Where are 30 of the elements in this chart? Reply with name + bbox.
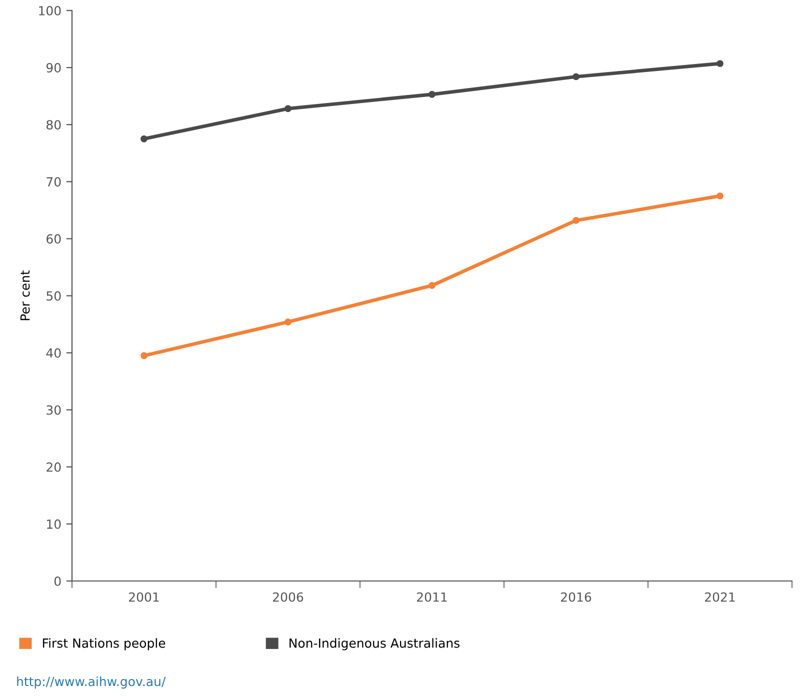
point	[428, 90, 436, 98]
legend-label: Non-Indigenous Australians	[290, 638, 460, 650]
point	[284, 105, 292, 112]
x-tick-label: 2011	[417, 592, 447, 602]
y-axis-title: Per cent	[20, 270, 30, 320]
point	[716, 60, 724, 68]
x-tick-label: 2016	[561, 592, 592, 602]
x-tick-label: 2001	[129, 592, 159, 602]
legend-label: First Nations people	[42, 638, 166, 650]
x-tick-label: 2021	[705, 592, 735, 602]
point	[572, 73, 580, 80]
point	[140, 135, 148, 142]
y-tick-label: 10	[47, 519, 61, 529]
point	[716, 192, 724, 200]
point	[140, 352, 148, 360]
y-tick-label: 100	[39, 6, 61, 16]
y-tick-label: 80	[46, 120, 61, 130]
y-tick-label: 70	[46, 177, 61, 187]
y-tick-label: 30	[46, 405, 61, 415]
point	[428, 282, 436, 289]
x-tick-label: 2006	[273, 592, 304, 602]
y-tick-label: 40	[46, 348, 61, 358]
y-tick-label: 50	[46, 291, 61, 301]
y-tick-label: 90	[46, 63, 61, 72]
text: http://www.aihw.gov.au/	[17, 676, 166, 689]
point	[572, 216, 580, 224]
y-tick-label: 20	[46, 462, 61, 472]
y-tick-label: 0	[54, 576, 61, 586]
point	[284, 318, 292, 326]
y-tick-label: 60	[46, 234, 61, 244]
